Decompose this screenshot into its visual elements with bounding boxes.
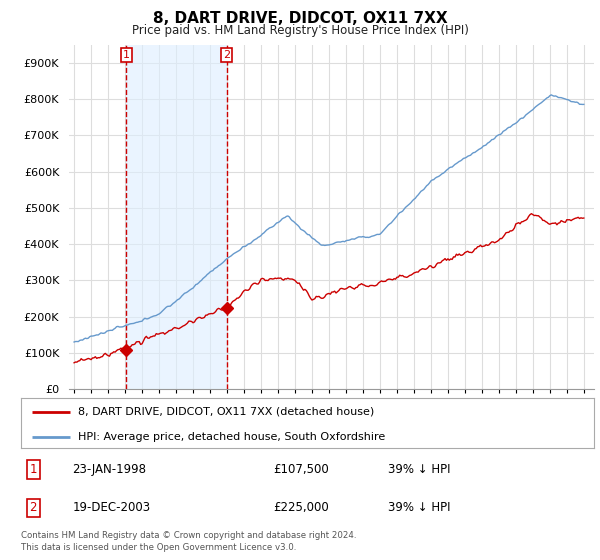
Text: £225,000: £225,000 <box>273 501 329 515</box>
Text: £107,500: £107,500 <box>273 463 329 476</box>
Text: 23-JAN-1998: 23-JAN-1998 <box>73 463 146 476</box>
Text: HPI: Average price, detached house, South Oxfordshire: HPI: Average price, detached house, Sout… <box>79 432 386 442</box>
Text: 8, DART DRIVE, DIDCOT, OX11 7XX: 8, DART DRIVE, DIDCOT, OX11 7XX <box>152 11 448 26</box>
Text: 8, DART DRIVE, DIDCOT, OX11 7XX (detached house): 8, DART DRIVE, DIDCOT, OX11 7XX (detache… <box>79 407 374 417</box>
Text: 19-DEC-2003: 19-DEC-2003 <box>73 501 151 515</box>
Text: Contains HM Land Registry data © Crown copyright and database right 2024.
This d: Contains HM Land Registry data © Crown c… <box>21 531 356 552</box>
Text: 1: 1 <box>123 50 130 60</box>
Text: 39% ↓ HPI: 39% ↓ HPI <box>388 501 450 515</box>
Text: 2: 2 <box>29 501 37 515</box>
Text: Price paid vs. HM Land Registry's House Price Index (HPI): Price paid vs. HM Land Registry's House … <box>131 24 469 36</box>
Text: 1: 1 <box>29 463 37 476</box>
Text: 2: 2 <box>223 50 230 60</box>
Bar <box>126 45 227 389</box>
Text: 39% ↓ HPI: 39% ↓ HPI <box>388 463 450 476</box>
